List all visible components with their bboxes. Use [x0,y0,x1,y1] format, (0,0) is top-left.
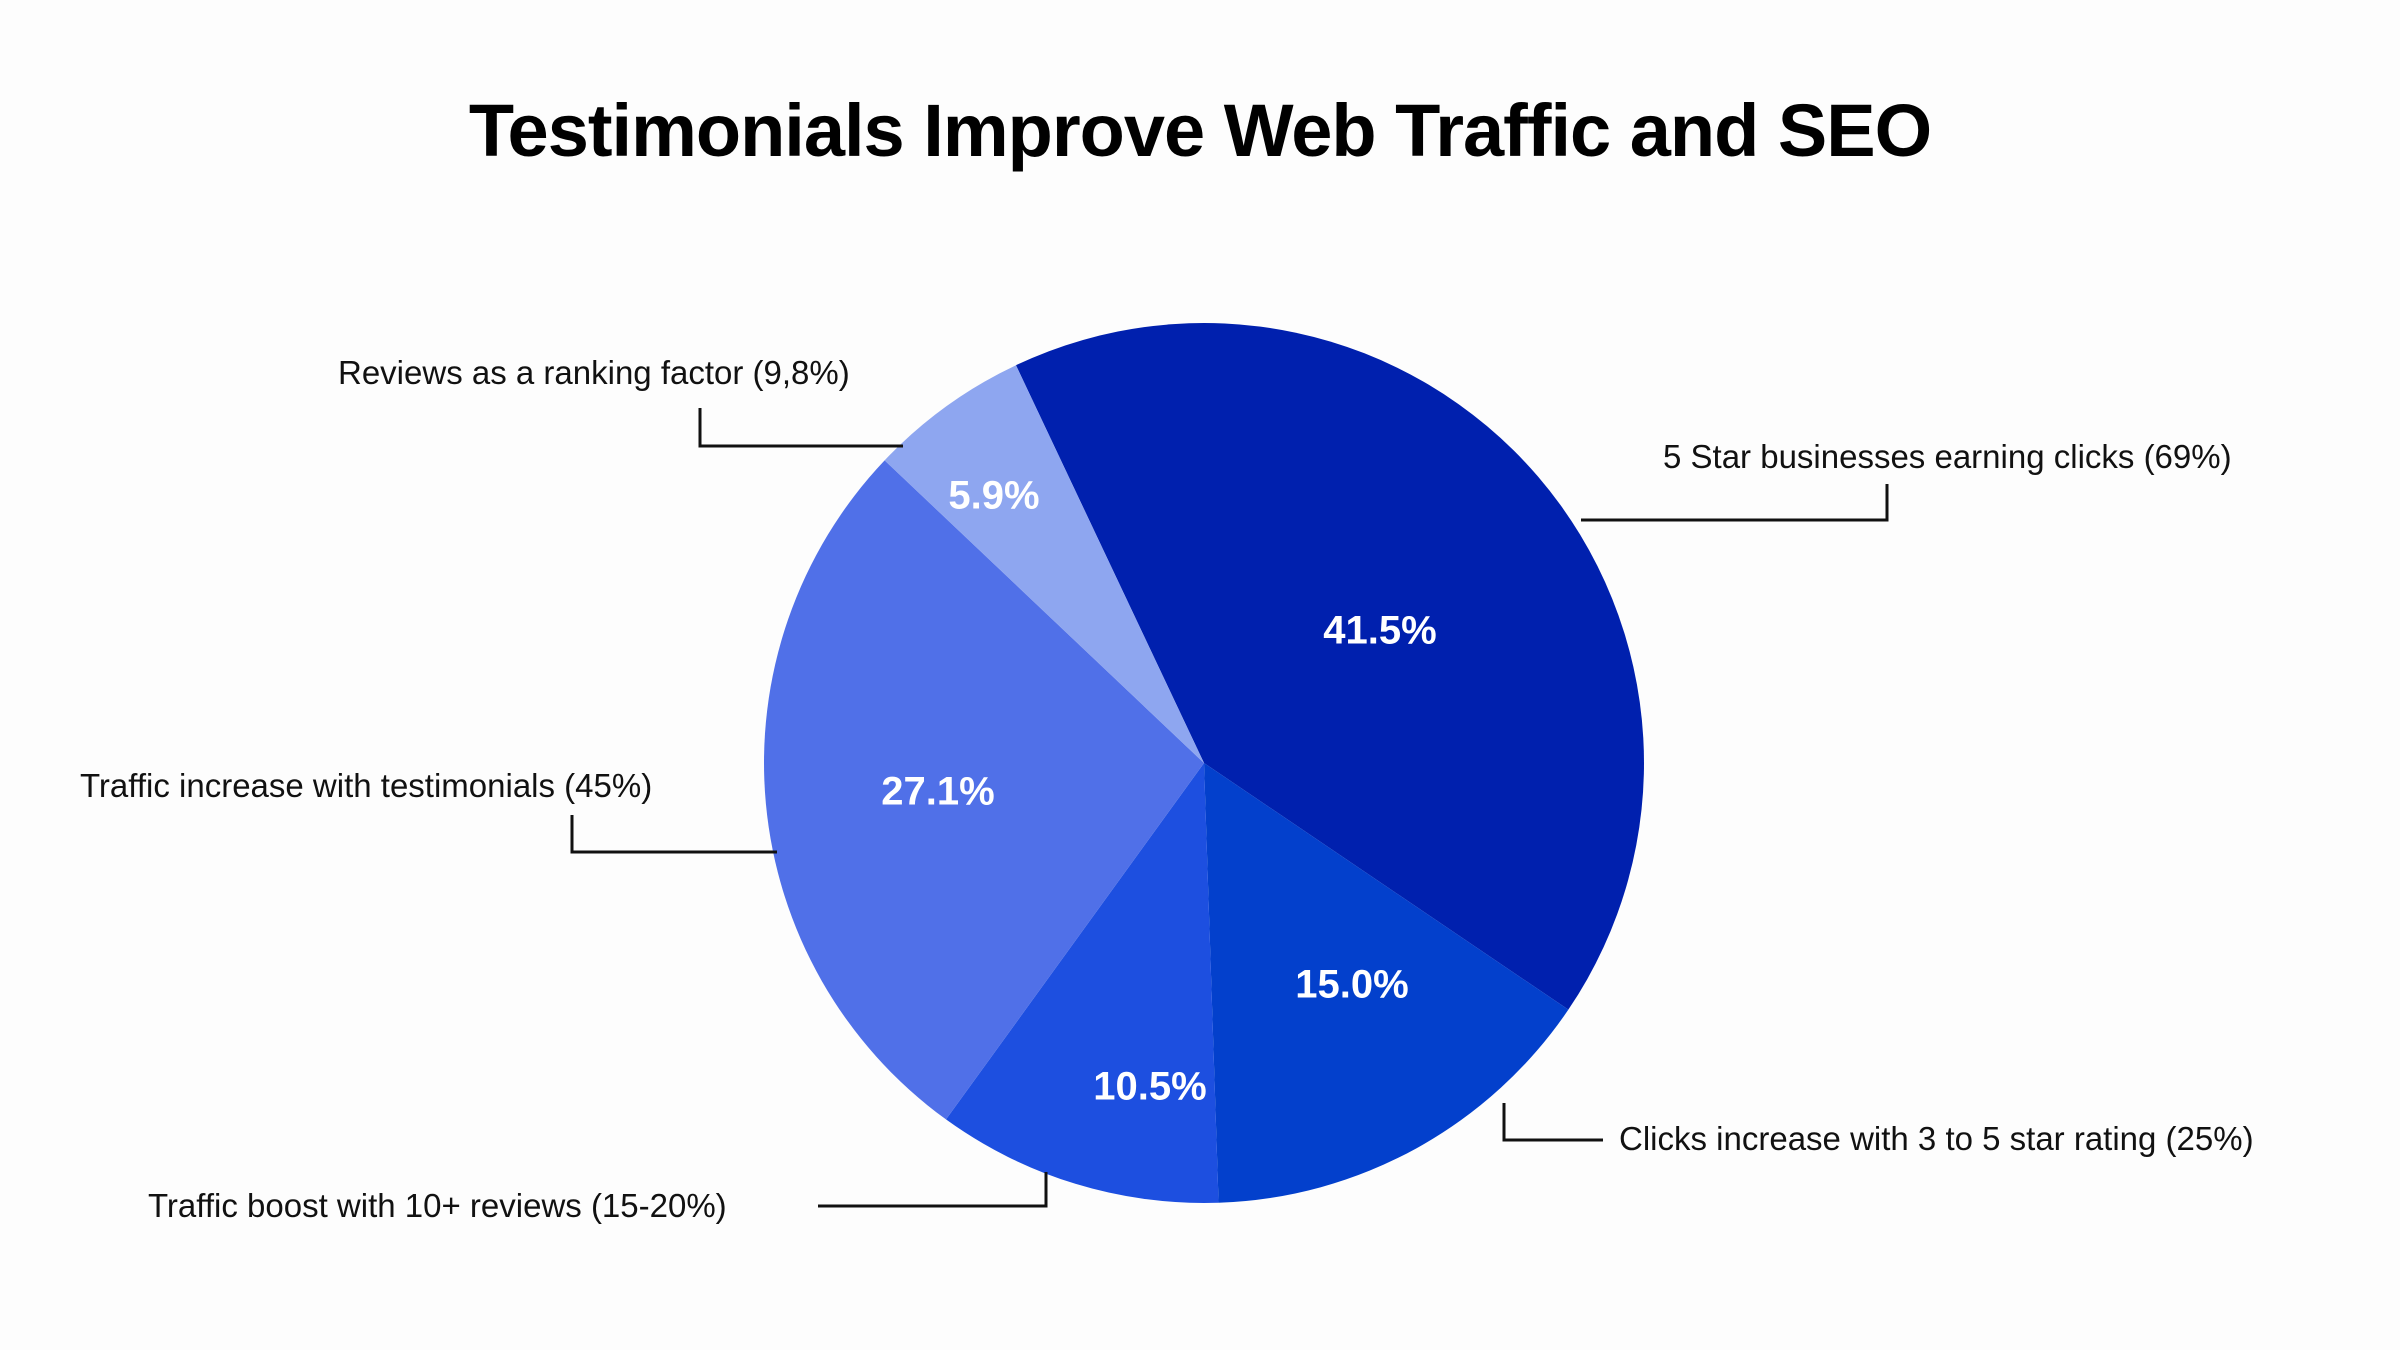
pie-slice [884,365,1204,763]
leader-line-reviews-ranking [698,408,903,448]
callout-clicks-increase: Clicks increase with 3 to 5 star rating … [1619,1120,2254,1157]
slice-percentage-label: 41.5% [1323,609,1436,653]
slice-percentage-label: 5.9% [948,474,1039,518]
leader-line-traffic-boost [818,1172,1048,1208]
pie-slice-labels: 41.5% 15.0% 10.5% 27.1% 5.9% [881,474,1436,1109]
leader-lines [570,408,1889,1208]
slice-percentage-label: 27.1% [881,770,994,814]
callout-traffic-boost: Traffic boost with 10+ reviews (15-20%) [148,1187,727,1224]
callout-reviews-ranking: Reviews as a ranking factor (9,8%) [338,354,850,391]
pie-slices [764,323,1644,1203]
pie-slice [764,460,1204,1120]
chart-title: Testimonials Improve Web Traffic and SEO [468,89,1932,172]
pie-slice [1204,763,1569,1203]
slice-percentage-label: 10.5% [1093,1065,1206,1109]
leader-line-traffic-increase [570,815,777,854]
slice-percentage-label: 15.0% [1295,963,1408,1007]
leader-line-five-star [1581,484,1889,522]
callout-traffic-increase: Traffic increase with testimonials (45%) [80,767,653,804]
leader-line-clicks-increase [1502,1103,1603,1142]
pie-slice [1015,323,1644,1010]
callout-five-star: 5 Star businesses earning clicks (69%) [1663,438,2232,475]
pie-slice [945,763,1219,1203]
